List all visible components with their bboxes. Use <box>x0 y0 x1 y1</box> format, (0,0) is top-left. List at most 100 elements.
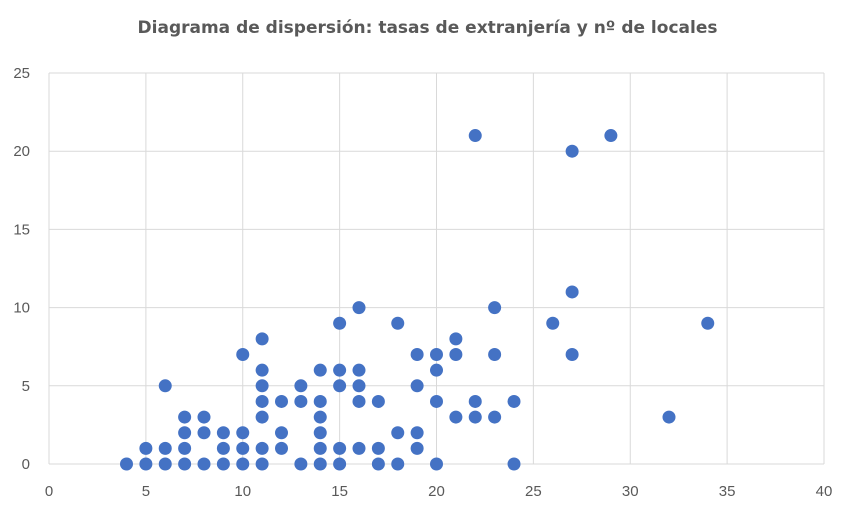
data-point <box>333 379 347 393</box>
data-point <box>410 441 424 455</box>
data-point <box>371 441 385 455</box>
data-point <box>352 441 366 455</box>
data-point <box>216 441 230 455</box>
x-tick-label: 30 <box>622 483 639 500</box>
data-point <box>604 129 618 143</box>
data-point <box>313 363 327 377</box>
data-point <box>120 457 133 471</box>
data-point <box>313 426 327 440</box>
x-tick-label: 5 <box>142 483 150 500</box>
data-point <box>488 301 502 315</box>
data-point <box>410 348 424 362</box>
data-point <box>468 410 482 424</box>
data-point <box>158 441 172 455</box>
data-point <box>197 410 211 424</box>
data-point <box>255 332 269 346</box>
data-point <box>352 394 366 408</box>
x-tick-label: 10 <box>234 483 251 500</box>
x-tick-label: 35 <box>719 483 736 500</box>
data-point <box>197 457 211 471</box>
y-tick-label: 20 <box>13 143 30 160</box>
data-point <box>294 457 308 471</box>
tick-labels: 0 5 10 15 20 25 0 5 10 15 20 25 30 35 40 <box>13 65 832 500</box>
x-tick-label: 20 <box>428 483 445 500</box>
data-point <box>565 348 579 362</box>
data-points <box>120 129 715 471</box>
data-point <box>139 457 153 471</box>
data-point <box>216 426 230 440</box>
data-point <box>313 457 327 471</box>
data-point <box>468 129 482 143</box>
data-point <box>255 363 269 377</box>
data-point <box>255 410 269 424</box>
x-tick-label: 25 <box>525 483 542 500</box>
data-point <box>430 457 443 471</box>
data-point <box>275 441 288 455</box>
y-tick-label: 15 <box>13 221 30 238</box>
data-point <box>236 457 250 471</box>
data-point <box>333 441 347 455</box>
data-point <box>333 316 347 330</box>
data-point <box>333 457 347 471</box>
data-point <box>371 394 385 408</box>
data-point <box>255 379 269 393</box>
data-point <box>352 363 366 377</box>
data-point <box>662 410 676 424</box>
data-point <box>216 457 230 471</box>
data-point <box>565 144 579 158</box>
data-point <box>449 410 463 424</box>
data-point <box>333 363 347 377</box>
data-point <box>410 426 424 440</box>
data-point <box>236 348 250 362</box>
data-point <box>236 426 250 440</box>
y-tick-label: 5 <box>22 378 30 395</box>
data-point <box>391 316 405 330</box>
data-point <box>430 363 443 377</box>
data-point <box>488 348 502 362</box>
data-point <box>255 394 269 408</box>
data-point <box>430 394 443 408</box>
data-point <box>430 348 443 362</box>
y-tick-label: 25 <box>13 65 30 82</box>
data-point <box>313 441 327 455</box>
data-point <box>546 316 560 330</box>
data-point <box>178 441 192 455</box>
data-point <box>488 410 502 424</box>
data-point <box>178 426 192 440</box>
data-point <box>701 316 715 330</box>
data-point <box>449 332 463 346</box>
data-point <box>371 457 385 471</box>
data-point <box>178 410 192 424</box>
data-point <box>352 379 366 393</box>
data-point <box>352 301 366 315</box>
data-point <box>410 379 424 393</box>
data-point <box>313 410 327 424</box>
y-tick-label: 0 <box>22 456 30 473</box>
data-point <box>507 457 521 471</box>
data-point <box>255 441 269 455</box>
data-point <box>275 426 288 440</box>
data-point <box>507 394 521 408</box>
chart-title: Diagrama de dispersión: tasas de extranj… <box>137 18 718 38</box>
y-tick-label: 10 <box>13 300 30 317</box>
data-point <box>294 379 308 393</box>
data-point <box>565 285 579 299</box>
data-point <box>197 426 211 440</box>
data-point <box>158 379 172 393</box>
data-point <box>236 441 250 455</box>
x-tick-label: 15 <box>331 483 348 500</box>
data-point <box>294 394 308 408</box>
data-point <box>178 457 192 471</box>
data-point <box>158 457 172 471</box>
data-point <box>391 426 405 440</box>
data-point <box>313 394 327 408</box>
x-tick-label: 40 <box>816 483 833 500</box>
data-point <box>139 441 153 455</box>
x-tick-label: 0 <box>45 483 53 500</box>
data-point <box>391 457 405 471</box>
data-point <box>468 394 482 408</box>
data-point <box>255 457 269 471</box>
data-point <box>449 348 463 362</box>
